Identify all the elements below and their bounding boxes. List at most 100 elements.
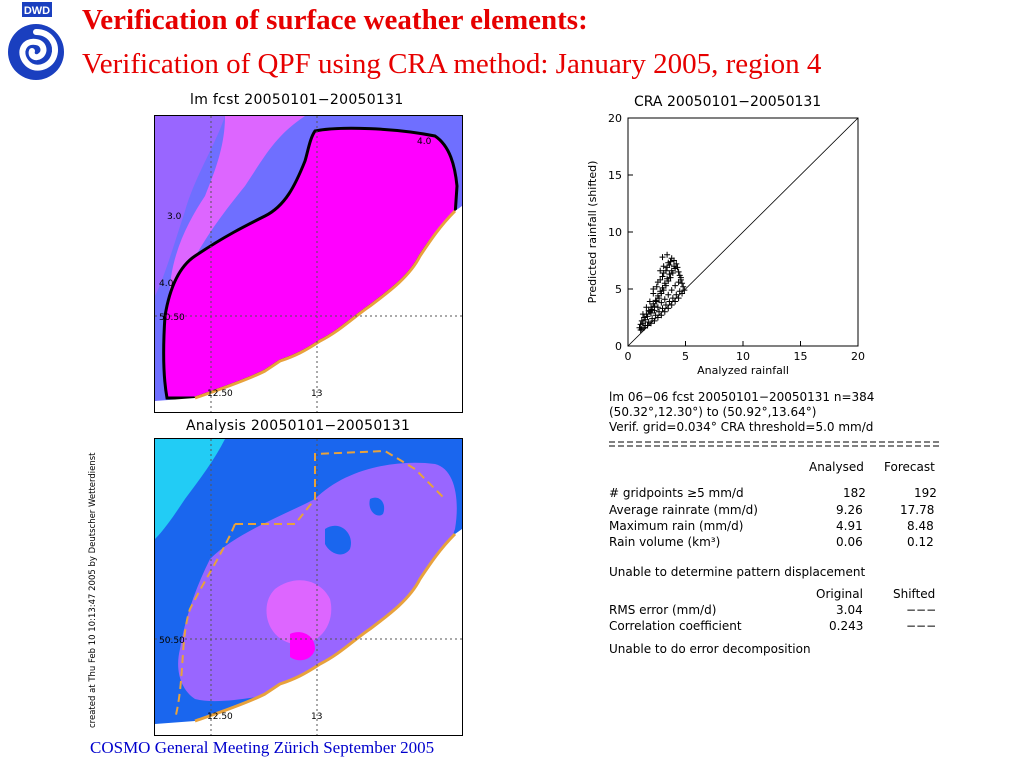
analysis-map-title: Analysis 20050101−20050131 — [186, 418, 411, 434]
data-point — [671, 257, 677, 264]
data-point — [651, 307, 658, 314]
row-value-analysed: 0.06 — [836, 535, 863, 549]
contour-label-1: 4.0 — [417, 137, 432, 147]
footer-text: COSMO General Meeting Zürich September 2… — [90, 738, 435, 757]
data-point — [658, 290, 665, 297]
lat-label: 50.50 — [159, 636, 185, 646]
data-point — [653, 298, 660, 305]
data-point — [656, 295, 663, 302]
y-axis-label: Predicted rainfall (shifted) — [586, 161, 599, 304]
lon-label-1: 12.50 — [207, 712, 233, 722]
row-label: RMS error (mm/d) — [609, 603, 717, 617]
data-point — [669, 295, 676, 302]
col-original: Original — [816, 587, 863, 601]
data-point — [644, 313, 651, 320]
row-value-forecast: 192 — [914, 486, 937, 500]
data-point — [644, 322, 651, 329]
data-point — [668, 287, 675, 294]
row-value-analysed: 182 — [843, 486, 866, 500]
data-point — [639, 311, 646, 318]
data-point — [661, 308, 668, 315]
lon-label-2: 13 — [311, 389, 322, 399]
data-point — [657, 267, 664, 274]
stats-line-3: Verif. grid=0.034° CRA threshold=5.0 mm/… — [609, 420, 874, 434]
data-point — [674, 264, 681, 271]
data-point — [675, 268, 682, 275]
data-point — [642, 316, 649, 323]
data-point — [658, 312, 665, 319]
stats-line-1: lm 06−06 fcst 20050101−20050131 n=384 — [609, 390, 875, 404]
data-point — [658, 299, 665, 306]
data-point — [665, 278, 672, 285]
data-point — [660, 287, 667, 294]
data-point — [653, 283, 660, 290]
contour-label-2: 3.0 — [167, 212, 182, 222]
data-point — [679, 280, 686, 287]
slide-title: Verification of surface weather elements… — [82, 4, 588, 36]
analysis-map: 50.50 12.50 13 — [154, 438, 463, 736]
data-point — [666, 298, 673, 305]
data-point — [666, 271, 673, 278]
row-value-original: 3.04 — [836, 603, 863, 617]
data-point — [672, 298, 679, 305]
y-tick-label: 5 — [615, 283, 622, 296]
row-value-shifted: −−− — [906, 619, 937, 633]
col-shifted: Shifted — [893, 587, 936, 601]
data-point — [680, 283, 687, 290]
credit-text: created at Thu Feb 10 10:13:47 2005 by D… — [82, 440, 100, 730]
data-point — [672, 282, 679, 289]
data-point — [675, 279, 682, 286]
credit-label: created at Thu Feb 10 10:13:47 2005 by D… — [88, 452, 98, 728]
lat-label: 50.50 — [159, 313, 185, 323]
stats-line-2: (50.32°,12.30°) to (50.92°,13.64°) — [609, 405, 817, 419]
slide-subtitle: Verification of QPF using CRA method: Ja… — [82, 48, 822, 80]
data-point — [661, 296, 668, 303]
note-pattern: Unable to determine pattern displacement — [609, 565, 866, 579]
lon-label-2: 13 — [311, 712, 322, 722]
y-tick-label: 20 — [608, 112, 622, 125]
data-point — [668, 301, 675, 308]
scatter-chart: 0 5 10 15 20 0 5 10 15 20 Analyzed rainfall Predict… — [586, 112, 865, 377]
data-point — [667, 274, 674, 281]
note-decomposition: Unable to do error decomposition — [609, 642, 811, 656]
row-label: Maximum rain (mm/d) — [609, 519, 744, 533]
y-tick-label: 10 — [608, 226, 622, 239]
col-forecast: Forecast — [884, 460, 935, 474]
data-point — [641, 324, 648, 331]
x-tick-label: 15 — [794, 350, 808, 363]
data-point — [662, 282, 669, 289]
data-point — [652, 297, 659, 304]
data-point — [656, 308, 663, 315]
data-point — [646, 298, 653, 305]
data-point — [637, 327, 644, 334]
row-value-original: 0.243 — [829, 619, 864, 633]
lon-label-1: 12.50 — [207, 389, 233, 399]
dwd-logo: DWD — [0, 0, 72, 86]
y-tick-label: 0 — [615, 340, 622, 353]
x-tick-label: 0 — [625, 350, 632, 363]
data-point — [648, 320, 654, 327]
data-point — [654, 279, 661, 286]
col-analysed: Analysed — [809, 460, 864, 474]
data-point — [660, 263, 667, 270]
data-point — [654, 314, 661, 321]
data-point — [669, 270, 676, 277]
data-point — [659, 254, 666, 261]
row-value-forecast: 17.78 — [900, 503, 935, 517]
data-point — [673, 260, 680, 267]
row-value-shifted: −−− — [906, 603, 937, 617]
data-point — [651, 317, 658, 324]
stats-header: lm 06−06 fcst 20050101−20050131 n=384 (5… — [609, 390, 874, 435]
data-point — [659, 273, 666, 280]
data-point — [664, 251, 671, 258]
row-value-analysed: 9.26 — [836, 503, 863, 517]
data-point — [673, 291, 680, 298]
x-axis-label: Analyzed rainfall — [697, 364, 789, 377]
row-value-forecast: 8.48 — [907, 519, 934, 533]
data-point — [643, 304, 650, 311]
row-label: Average rainrate (mm/d) — [609, 503, 758, 517]
chart-title: CRA 20050101−20050131 — [634, 94, 822, 110]
y-tick-label: 15 — [608, 169, 622, 182]
data-point — [681, 287, 688, 294]
row-label: # gridpoints ≥5 mm/d — [609, 486, 744, 500]
